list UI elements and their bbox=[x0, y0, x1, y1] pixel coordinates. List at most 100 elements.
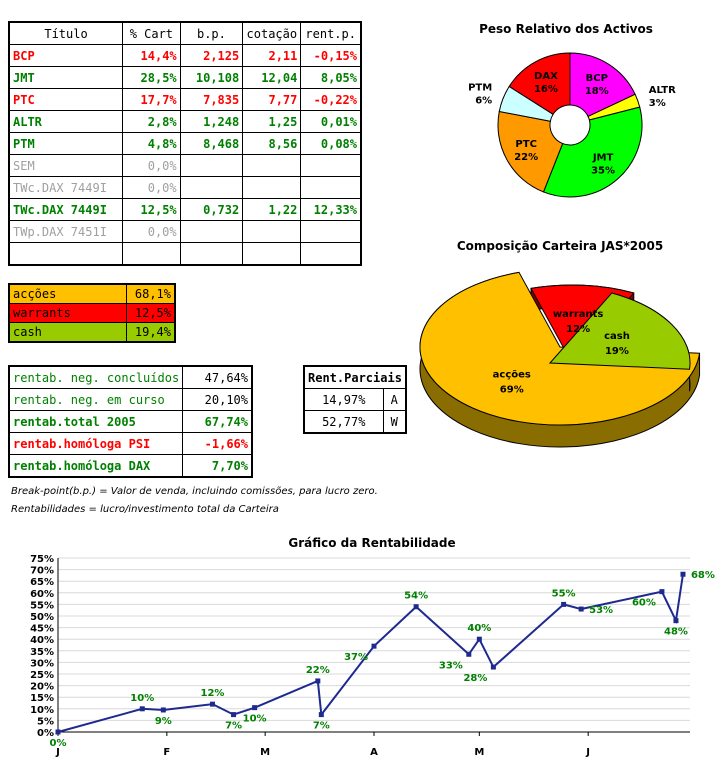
cell-cotacao[interactable]: 8,56 bbox=[242, 132, 302, 155]
pie3d-slice-0[interactable] bbox=[419, 271, 701, 426]
cell-cotacao[interactable] bbox=[242, 242, 302, 266]
return-point[interactable] bbox=[578, 606, 584, 612]
allocation-value[interactable]: 19,4% bbox=[126, 322, 176, 343]
allocation-value[interactable]: 68,1% bbox=[126, 283, 176, 304]
allocation-value[interactable]: 12,5% bbox=[126, 303, 176, 323]
return-point[interactable] bbox=[561, 601, 567, 607]
cell-rent-p[interactable] bbox=[300, 176, 362, 199]
returns-value[interactable]: 20,10% bbox=[182, 388, 253, 411]
cell-bp[interactable]: 2,125 bbox=[179, 44, 244, 67]
col-header-bp[interactable]: b.p. bbox=[179, 21, 244, 45]
cell-titulo[interactable]: ALTR bbox=[8, 110, 124, 133]
cell-titulo[interactable]: TWc.DAX 7449I bbox=[8, 176, 124, 199]
return-point[interactable] bbox=[476, 636, 482, 642]
return-point[interactable] bbox=[315, 678, 321, 684]
doughnut-slice-bcp[interactable] bbox=[569, 52, 636, 118]
partials-tag[interactable]: W bbox=[382, 410, 407, 434]
allocation-label[interactable]: acções bbox=[8, 283, 127, 304]
cell-bp[interactable]: 1,248 bbox=[179, 110, 244, 133]
cell-titulo[interactable] bbox=[8, 242, 124, 266]
allocation-label[interactable]: warrants bbox=[8, 303, 127, 323]
returns-label[interactable]: rentab.homóloga PSI bbox=[8, 432, 184, 455]
cell-pct-cart[interactable]: 0,0% bbox=[122, 220, 181, 243]
return-point[interactable] bbox=[209, 701, 215, 707]
returns-label[interactable]: rentab.total 2005 bbox=[8, 410, 184, 433]
cell-pct-cart[interactable]: 2,8% bbox=[122, 110, 181, 133]
return-point[interactable] bbox=[139, 706, 145, 712]
cell-rent-p[interactable]: 0,01% bbox=[300, 110, 362, 133]
cell-pct-cart[interactable]: 4,8% bbox=[122, 132, 181, 155]
cell-titulo[interactable]: BCP bbox=[8, 44, 124, 67]
returns-label[interactable]: rentab.homóloga DAX bbox=[8, 454, 184, 478]
return-point[interactable] bbox=[680, 571, 686, 577]
cell-titulo[interactable]: TWp.DAX 7451I bbox=[8, 220, 124, 243]
returns-value[interactable]: 47,64% bbox=[182, 365, 253, 389]
cell-cotacao[interactable] bbox=[242, 220, 302, 243]
col-header-cotacao[interactable]: cotação bbox=[242, 21, 302, 45]
cell-pct-cart[interactable]: 0,0% bbox=[122, 176, 181, 199]
doughnut-slice-jmt[interactable] bbox=[542, 106, 643, 198]
return-point[interactable] bbox=[160, 707, 166, 713]
returns-value[interactable]: 67,74% bbox=[182, 410, 253, 433]
return-point[interactable] bbox=[55, 729, 61, 735]
cell-bp[interactable]: 0,732 bbox=[179, 198, 244, 221]
cell-rent-p[interactable] bbox=[300, 242, 362, 266]
cell-pct-cart[interactable]: 17,7% bbox=[122, 88, 181, 111]
cell-titulo[interactable]: PTC bbox=[8, 88, 124, 111]
cell-titulo[interactable]: PTM bbox=[8, 132, 124, 155]
cell-rent-p[interactable]: -0,15% bbox=[300, 44, 362, 67]
return-point[interactable] bbox=[466, 651, 472, 657]
cell-cotacao[interactable]: 1,22 bbox=[242, 198, 302, 221]
cell-pct-cart[interactable]: 12,5% bbox=[122, 198, 181, 221]
returns-value[interactable]: 7,70% bbox=[182, 454, 253, 478]
cell-cotacao[interactable]: 1,25 bbox=[242, 110, 302, 133]
return-point[interactable] bbox=[318, 712, 324, 718]
pie3d-slice-2[interactable] bbox=[548, 292, 691, 370]
doughnut-slice-dax[interactable] bbox=[508, 52, 571, 115]
cell-rent-p[interactable]: 12,33% bbox=[300, 198, 362, 221]
cell-titulo[interactable]: SEM bbox=[8, 154, 124, 177]
cell-pct-cart[interactable] bbox=[122, 242, 181, 266]
cell-cotacao[interactable]: 2,11 bbox=[242, 44, 302, 67]
cell-bp[interactable] bbox=[179, 242, 244, 266]
cell-bp[interactable] bbox=[179, 154, 244, 177]
cell-bp[interactable]: 7,835 bbox=[179, 88, 244, 111]
cell-rent-p[interactable]: -0,22% bbox=[300, 88, 362, 111]
cell-bp[interactable]: 8,468 bbox=[179, 132, 244, 155]
partials-tag[interactable]: A bbox=[382, 388, 407, 411]
allocation-row: cash 19,4% bbox=[8, 322, 176, 343]
cell-pct-cart[interactable]: 14,4% bbox=[122, 44, 181, 67]
return-point[interactable] bbox=[371, 643, 377, 649]
allocation-label[interactable]: cash bbox=[8, 322, 127, 343]
return-point[interactable] bbox=[659, 589, 665, 595]
cell-titulo[interactable]: JMT bbox=[8, 66, 124, 89]
cell-bp[interactable] bbox=[179, 220, 244, 243]
col-header-pct-cart[interactable]: % Cart bbox=[122, 21, 181, 45]
cell-cotacao[interactable]: 12,04 bbox=[242, 66, 302, 89]
cell-cotacao[interactable] bbox=[242, 154, 302, 177]
cell-rent-p[interactable]: 8,05% bbox=[300, 66, 362, 89]
doughnut-slice-ptc[interactable] bbox=[497, 110, 564, 193]
return-point[interactable] bbox=[252, 705, 258, 711]
cell-pct-cart[interactable]: 28,5% bbox=[122, 66, 181, 89]
cell-cotacao[interactable] bbox=[242, 176, 302, 199]
return-point[interactable] bbox=[490, 664, 496, 670]
partials-value[interactable]: 14,97% bbox=[303, 388, 384, 411]
cell-rent-p[interactable] bbox=[300, 220, 362, 243]
return-point[interactable] bbox=[673, 618, 679, 624]
cell-bp[interactable] bbox=[179, 176, 244, 199]
cell-bp[interactable]: 10,108 bbox=[179, 66, 244, 89]
returns-value[interactable]: -1,66% bbox=[182, 432, 253, 455]
cell-rent-p[interactable] bbox=[300, 154, 362, 177]
returns-label[interactable]: rentab. neg. concluídos bbox=[8, 365, 184, 389]
return-point[interactable] bbox=[413, 604, 419, 610]
partials-value[interactable]: 52,77% bbox=[303, 410, 384, 434]
cell-cotacao[interactable]: 7,77 bbox=[242, 88, 302, 111]
returns-label[interactable]: rentab. neg. em curso bbox=[8, 388, 184, 411]
cell-titulo[interactable]: TWc.DAX 7449I bbox=[8, 198, 124, 221]
return-point[interactable] bbox=[231, 712, 237, 718]
col-header-titulo[interactable]: Título bbox=[8, 21, 124, 45]
cell-pct-cart[interactable]: 0,0% bbox=[122, 154, 181, 177]
col-header-rent-p[interactable]: rent.p. bbox=[300, 21, 362, 45]
cell-rent-p[interactable]: 0,08% bbox=[300, 132, 362, 155]
